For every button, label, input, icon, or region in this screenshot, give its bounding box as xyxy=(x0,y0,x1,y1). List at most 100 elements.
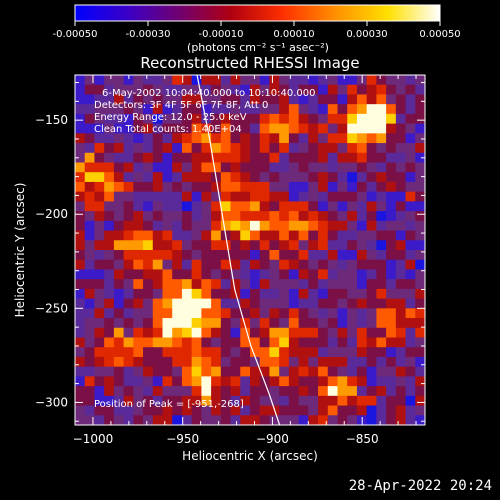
heatmap-cell xyxy=(240,211,251,222)
heatmap-cell xyxy=(347,123,358,134)
heatmap-cell xyxy=(269,288,280,300)
heatmap-cell xyxy=(191,133,202,144)
heatmap-cell xyxy=(211,415,222,425)
heatmap-cell xyxy=(84,250,95,261)
heatmap-cell xyxy=(250,327,261,338)
heatmap-cell xyxy=(230,143,241,154)
heatmap-cell xyxy=(308,84,319,95)
heatmap-cell xyxy=(152,84,163,95)
heatmap-cell xyxy=(230,75,241,86)
heatmap-cell xyxy=(162,259,173,270)
heatmap-cell xyxy=(366,201,377,212)
heatmap-cell xyxy=(347,308,358,319)
heatmap-cell xyxy=(172,298,183,309)
heatmap-cell xyxy=(366,288,377,300)
heatmap-cell xyxy=(395,172,406,183)
heatmap-cell xyxy=(318,318,329,329)
heatmap-cell xyxy=(94,162,105,173)
heatmap-cell xyxy=(181,123,193,134)
peak-position-label: Position of Peak = [-951,-268] xyxy=(94,399,244,410)
heatmap-cell xyxy=(181,113,193,125)
heatmap-cell xyxy=(405,123,416,134)
heatmap-cell xyxy=(347,191,358,202)
heatmap-cell xyxy=(104,269,115,280)
heatmap-cell xyxy=(143,405,154,416)
heatmap-cell xyxy=(220,356,231,368)
heatmap-cell xyxy=(386,181,397,193)
heatmap-cell xyxy=(201,395,212,406)
heatmap-cell xyxy=(181,152,193,163)
heatmap-cell xyxy=(259,220,270,231)
heatmap-cell xyxy=(133,191,144,202)
heatmap-cell xyxy=(356,386,368,397)
heatmap-cell xyxy=(298,220,309,231)
heatmap-cell xyxy=(172,133,183,144)
heatmap-cell xyxy=(288,288,300,300)
heatmap-cell xyxy=(143,211,154,222)
heatmap-cell xyxy=(123,288,134,300)
heatmap-cell xyxy=(113,220,125,231)
heatmap-cell xyxy=(386,250,397,261)
heatmap-cell xyxy=(318,143,329,154)
heatmap-cell xyxy=(259,133,270,144)
heatmap-cell xyxy=(337,395,348,406)
heatmap-cell xyxy=(327,181,338,193)
heatmap-cell xyxy=(318,356,329,368)
heatmap-cell xyxy=(201,220,212,231)
heatmap-cell xyxy=(415,94,425,105)
heatmap-cell xyxy=(405,386,416,397)
heatmap-cell xyxy=(84,143,95,154)
heatmap-cell xyxy=(211,376,222,387)
heatmap-cell xyxy=(123,298,134,309)
heatmap-cell xyxy=(347,75,358,86)
heatmap-cell xyxy=(298,123,309,134)
heatmap-cell xyxy=(220,191,231,202)
heatmap-cell xyxy=(395,240,406,251)
heatmap-cell xyxy=(94,113,105,125)
heatmap-cell xyxy=(220,259,231,270)
heatmap-cell xyxy=(395,75,406,86)
heatmap-cell xyxy=(347,152,358,163)
heatmap-cell xyxy=(337,415,348,425)
heatmap-cell xyxy=(386,104,397,115)
heatmap-cell xyxy=(191,298,202,309)
heatmap-cell xyxy=(269,395,280,406)
heatmap-cell xyxy=(415,201,425,212)
heatmap-cell xyxy=(405,152,416,163)
heatmap-cell xyxy=(123,201,134,212)
heatmap-cell xyxy=(259,172,270,183)
heatmap-cell xyxy=(250,376,261,387)
heatmap-cell xyxy=(259,211,270,222)
heatmap-cell xyxy=(386,347,397,358)
x-tick-label: −1000 xyxy=(73,432,114,446)
heatmap-cell xyxy=(123,123,134,134)
heatmap-cell xyxy=(405,211,416,222)
heatmap-cell xyxy=(250,356,261,368)
heatmap-cell xyxy=(405,415,416,425)
heatmap-cell xyxy=(162,191,173,202)
heatmap-cell xyxy=(298,250,309,261)
heatmap-cell xyxy=(356,395,368,406)
heatmap-cell xyxy=(376,123,387,134)
heatmap-cell xyxy=(288,133,300,144)
heatmap-cell xyxy=(230,220,241,231)
heatmap-cell xyxy=(230,211,241,222)
heatmap-cell xyxy=(94,386,105,397)
heatmap-cell xyxy=(191,308,202,319)
heatmap-cell xyxy=(162,376,173,387)
heatmap-cell xyxy=(133,376,144,387)
heatmap-cell xyxy=(405,259,416,270)
heatmap-cell xyxy=(327,162,338,173)
heatmap-cell xyxy=(386,75,397,86)
heatmap-cell xyxy=(259,240,270,251)
heatmap-cell xyxy=(133,308,144,319)
heatmap-cell xyxy=(162,162,173,173)
heatmap-cell xyxy=(288,113,300,125)
heatmap-cell xyxy=(366,172,377,183)
heatmap-cell xyxy=(211,347,222,358)
heatmap-cell xyxy=(327,143,338,154)
heatmap-cell xyxy=(201,347,212,358)
heatmap-cell xyxy=(230,104,241,115)
heatmap-cell xyxy=(230,366,241,377)
heatmap-cell xyxy=(240,113,251,125)
